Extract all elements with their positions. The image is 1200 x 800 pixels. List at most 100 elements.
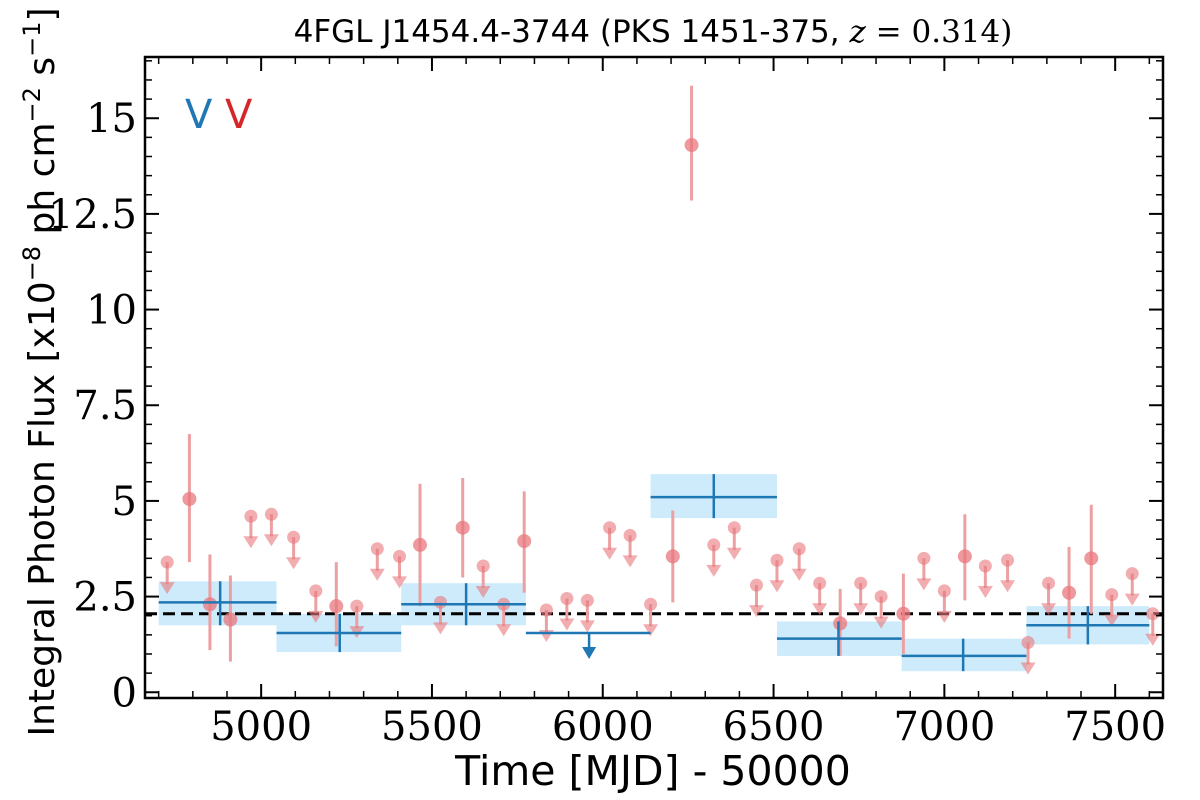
- short-bin-upper-limit-arrow: [622, 555, 638, 568]
- legend: V V: [185, 92, 253, 138]
- y-tick-label: 12.5: [48, 192, 137, 238]
- short-bin-upper-limit-arrow: [369, 568, 385, 581]
- short-bin-point: [455, 520, 470, 535]
- x-tick-label: 5500: [381, 704, 483, 750]
- short-bin-point: [833, 616, 848, 631]
- short-bin-upper-limit-point: [937, 584, 951, 598]
- plot-frame: [143, 55, 1165, 700]
- short-bin-point: [329, 599, 344, 614]
- short-bin-upper-limit-point: [580, 593, 594, 607]
- short-bin-upper-limit-point: [539, 603, 553, 617]
- short-bin-upper-limit-point: [813, 576, 827, 590]
- legend-item-red: V: [225, 92, 253, 138]
- short-bin-upper-limit-point: [1125, 567, 1139, 581]
- long-bin-bands: [158, 474, 1150, 672]
- short-bin-upper-limit-arrow: [1000, 580, 1016, 593]
- short-bin-point: [665, 549, 680, 564]
- short-bin-upper-limit-arrow: [812, 603, 828, 616]
- short-bin-upper-limit-point: [623, 528, 637, 542]
- chart-title: 4FGL J1454.4-3744 (PKS 1451-375, z = 0.3…: [294, 14, 1013, 50]
- short-bin-upper-limit-point: [1042, 576, 1056, 590]
- short-bin-upper-limit-point: [1021, 636, 1035, 650]
- short-bin-upper-limit-point: [917, 551, 931, 565]
- short-bin-upper-limit-arrow: [936, 610, 952, 623]
- short-bin-upper-limit-arrow: [1020, 662, 1036, 675]
- short-bin-upper-limit-arrow: [643, 624, 659, 637]
- short-bin-upper-limit-point: [854, 576, 868, 590]
- y-axis-label: Integral Photon Flux [x10−8 ph cm−2 s−1]: [18, 7, 63, 736]
- short-bin-upper-limit-point: [727, 521, 741, 535]
- short-bin-upper-limit-point: [644, 597, 658, 611]
- ylabel-prefix: Integral Photon Flux [x10: [22, 281, 63, 736]
- short-bin-upper-limit-point: [287, 530, 301, 544]
- short-bin-upper-limit-arrow: [726, 547, 742, 560]
- short-bin-point: [1062, 585, 1077, 600]
- ylabel-mid: ph cm: [22, 122, 63, 245]
- short-bin-point: [182, 492, 197, 507]
- short-bin-point: [684, 138, 699, 153]
- short-bin-upper-limit-point: [433, 595, 447, 609]
- short-bin-upper-limit-point: [603, 521, 617, 535]
- ylabel-mid2: s: [22, 57, 63, 87]
- short-bin-point: [223, 612, 238, 627]
- y-tick-label: 2.5: [73, 575, 137, 621]
- long-bin-upper-limit-arrow: [582, 646, 597, 659]
- short-bin-upper-limit-point: [370, 542, 384, 556]
- x-axis-label: Time [MJD] - 50000: [454, 747, 851, 795]
- x-tick-label: 6000: [552, 704, 654, 750]
- short-bin-upper-limit-arrow: [1041, 603, 1057, 616]
- short-bin-upper-limit-point: [978, 559, 992, 573]
- short-bin-point: [517, 534, 532, 549]
- short-bin-upper-limit-arrow: [579, 620, 595, 633]
- short-bin-upper-limit-point: [393, 549, 406, 563]
- short-bin-upper-limit-point: [309, 584, 323, 598]
- y-tick-label: 5: [112, 479, 137, 525]
- short-bin-upper-limit-point: [874, 590, 888, 604]
- short-bin-upper-limit-point: [1146, 607, 1160, 621]
- ylabel-exp2: −2: [18, 87, 46, 122]
- y-tick-label: 10: [86, 288, 137, 334]
- chart-title-suffix: = 0.314): [866, 14, 1013, 50]
- short-bin-upper-limit-arrow: [791, 568, 807, 581]
- short-bin-upper-limit-arrow: [496, 624, 512, 637]
- chart-title-italic: z: [848, 14, 866, 50]
- short-bin-upper-limit-arrow: [706, 564, 722, 577]
- short-bin-upper-limit-arrow: [1145, 633, 1161, 646]
- x-tick-label: 7500: [1064, 704, 1166, 750]
- short-bin-upper-limit-point: [244, 509, 258, 523]
- short-bin-upper-limit-arrow: [1124, 593, 1140, 606]
- short-bin-upper-limit-point: [1001, 553, 1015, 567]
- short-bin-upper-limit-arrow: [769, 580, 785, 593]
- short-bin-point: [202, 597, 217, 612]
- long-bin-series: [158, 474, 1150, 672]
- ylabel-exp1: −8: [18, 246, 46, 281]
- short-bin-upper-limit-arrow: [475, 585, 491, 598]
- legend-item-blue: V: [185, 92, 213, 138]
- short-bin-upper-limit-arrow: [916, 578, 932, 591]
- short-bin-upper-limit-arrow: [853, 603, 869, 616]
- short-bin-series: [159, 85, 1161, 675]
- x-axis-ticks: 5000 5500 6000 6500 7000 7500: [157, 57, 1166, 750]
- short-bin-upper-limit-arrow: [432, 622, 448, 635]
- short-bin-point: [896, 606, 911, 621]
- short-bin-upper-limit-arrow: [308, 610, 324, 623]
- short-bin-upper-limit-point: [792, 542, 806, 556]
- y-tick-label: 7.5: [73, 383, 137, 429]
- short-bin-upper-limit-point: [1105, 588, 1119, 602]
- short-bin-point: [1084, 551, 1099, 566]
- short-bin-upper-limit-arrow: [159, 582, 175, 595]
- y-tick-label: 0: [112, 670, 137, 716]
- short-bin-upper-limit-point: [476, 559, 490, 573]
- short-bin-upper-limit-arrow: [1104, 614, 1120, 627]
- short-bin-upper-limit-point: [749, 578, 763, 592]
- short-bin-upper-limit-arrow: [559, 618, 575, 631]
- short-bin-upper-limit-arrow: [392, 576, 407, 589]
- short-bin-upper-limit-arrow: [263, 534, 279, 547]
- y-tick-label: 15: [86, 96, 137, 142]
- short-bin-upper-limit-point: [160, 555, 174, 569]
- short-bin-upper-limit-point: [560, 592, 574, 606]
- chart-title-prefix: 4FGL J1454.4-3744 (PKS 1451-375,: [294, 14, 850, 50]
- short-bin-upper-limit-arrow: [748, 605, 764, 618]
- short-bin-upper-limit-arrow: [243, 536, 259, 549]
- short-bin-upper-limit-arrow: [602, 547, 618, 560]
